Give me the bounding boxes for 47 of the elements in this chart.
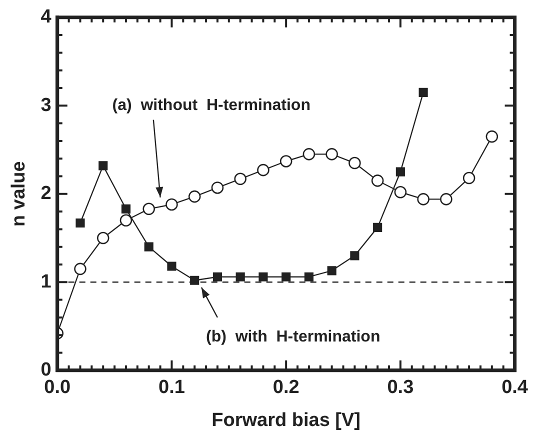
y-tick-label: 2	[40, 183, 52, 204]
y-tick-label: 3	[40, 94, 52, 116]
point	[166, 198, 178, 211]
point	[350, 251, 360, 260]
point	[190, 276, 200, 285]
point	[417, 193, 430, 206]
point	[257, 164, 270, 176]
point	[371, 174, 384, 187]
point	[76, 218, 85, 228]
point	[418, 88, 428, 97]
annotation: (a) without H-termination	[112, 97, 310, 114]
point	[302, 148, 316, 160]
point	[304, 272, 314, 282]
point	[120, 214, 132, 227]
x-tick-label: 0.3	[387, 377, 414, 398]
x-tick-label: 0.1	[158, 377, 186, 398]
annotation: (b) with H-termination	[206, 328, 380, 346]
point	[282, 272, 291, 282]
point	[212, 272, 222, 282]
point	[348, 156, 361, 170]
point	[373, 222, 382, 232]
point	[74, 262, 86, 276]
x-tick-label: 0.2	[272, 377, 300, 398]
point	[211, 182, 224, 194]
point	[258, 272, 268, 282]
point	[236, 272, 245, 282]
point	[327, 266, 336, 276]
point	[121, 204, 131, 214]
y-tick-label: 1	[40, 271, 52, 292]
point	[96, 232, 110, 244]
point	[280, 155, 292, 168]
point	[394, 186, 407, 198]
x-axis-title: Forward bias [V]	[212, 410, 361, 431]
point	[98, 161, 108, 170]
point	[440, 193, 452, 206]
point	[144, 242, 154, 252]
point	[326, 148, 338, 160]
point	[142, 202, 156, 216]
point	[234, 172, 246, 186]
point	[396, 167, 405, 176]
x-tick-label: 0.4	[502, 377, 528, 398]
point	[462, 172, 476, 184]
point	[486, 130, 498, 143]
point	[188, 190, 201, 203]
y-axis-title: n value	[8, 161, 30, 227]
point	[167, 262, 176, 271]
y-tick-label: 4	[40, 6, 52, 28]
